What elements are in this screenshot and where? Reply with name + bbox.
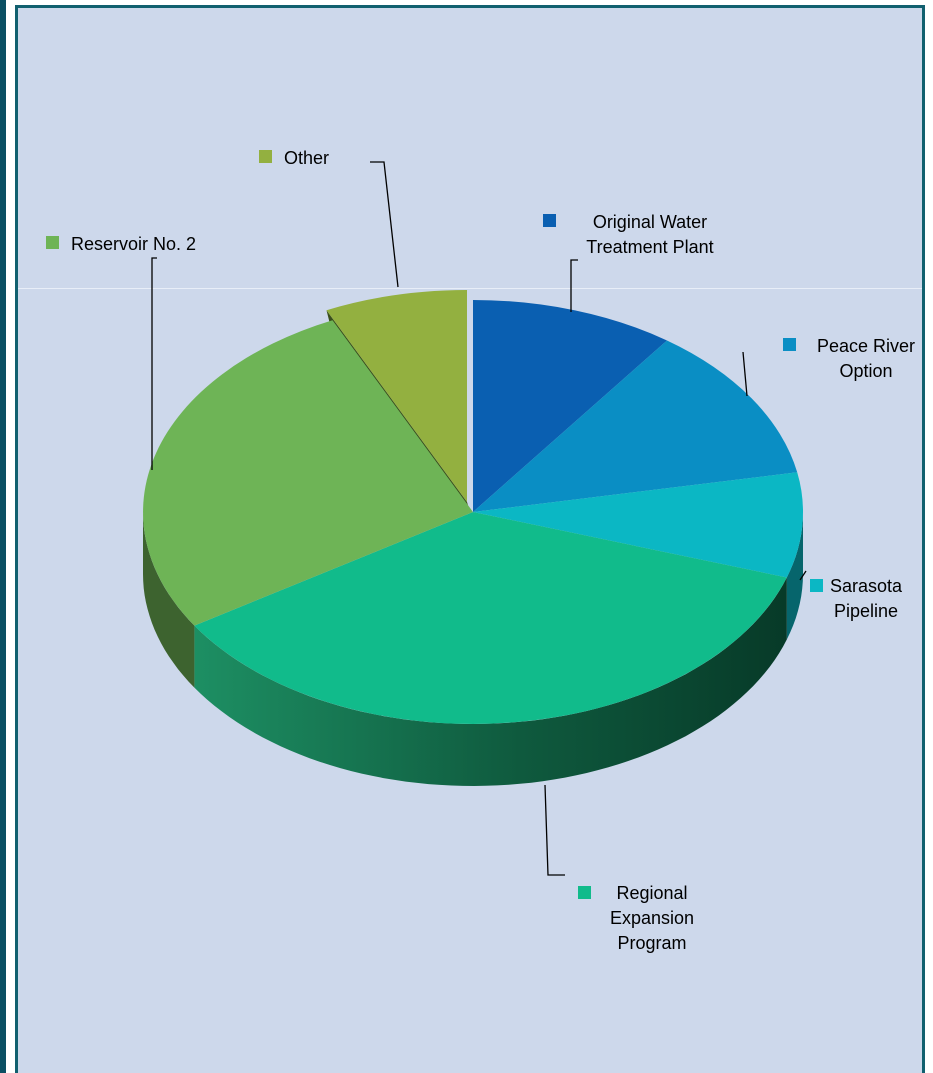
- data-label-peace-river-option: Peace River Option: [817, 336, 915, 381]
- slice-other: [326, 290, 467, 502]
- legend-swatch-reservoir-no-2: [46, 236, 59, 249]
- slice-original-water-treatment-plant: [473, 300, 667, 512]
- leader-line-sarasota-pipeline: [799, 570, 807, 581]
- data-label-reservoir-no-2: Reservoir No. 2: [71, 234, 196, 254]
- leader-line-other: [370, 161, 399, 288]
- slice-regional-expansion-program: [194, 512, 787, 724]
- slice-sarasota-pipeline: [473, 472, 804, 578]
- leader-line-reservoir-no-2: [151, 257, 157, 470]
- slice-reservoir-no-2: [143, 320, 474, 626]
- data-label-sarasota-pipeline: Sarasota Pipeline: [830, 576, 903, 621]
- legend-swatch-original-water-treatment-plant: [543, 214, 556, 227]
- divider-line: [18, 288, 922, 289]
- leader-line-regional-expansion-program: [544, 784, 565, 876]
- data-label-regional-expansion-program: Regional Expansion Program: [610, 883, 694, 953]
- data-label-original-water-treatment-plant: Original Water Treatment Plant: [586, 212, 713, 257]
- leader-line-peace-river-option: [742, 351, 748, 397]
- legend-swatch-regional-expansion-program: [578, 886, 591, 899]
- side-sarasota-pipeline: [786, 512, 803, 640]
- slice-peace-river-option: [473, 340, 798, 512]
- pie-slices: [143, 290, 804, 724]
- side-reservoir-no-2: [143, 512, 195, 688]
- window-gap: [6, 0, 15, 1073]
- leader-line-original-water-treatment-plant: [570, 259, 578, 312]
- side-regional-expansion-program: [194, 577, 787, 786]
- pie-labels: Original Water Treatment Plant Peace River…: [46, 148, 915, 953]
- legend-swatch-peace-river-option: [783, 338, 796, 351]
- legend-swatch-other: [259, 150, 272, 163]
- data-label-other: Other: [284, 148, 329, 168]
- window-left-border: [0, 0, 6, 1073]
- legend-swatch-sarasota-pipeline: [810, 579, 823, 592]
